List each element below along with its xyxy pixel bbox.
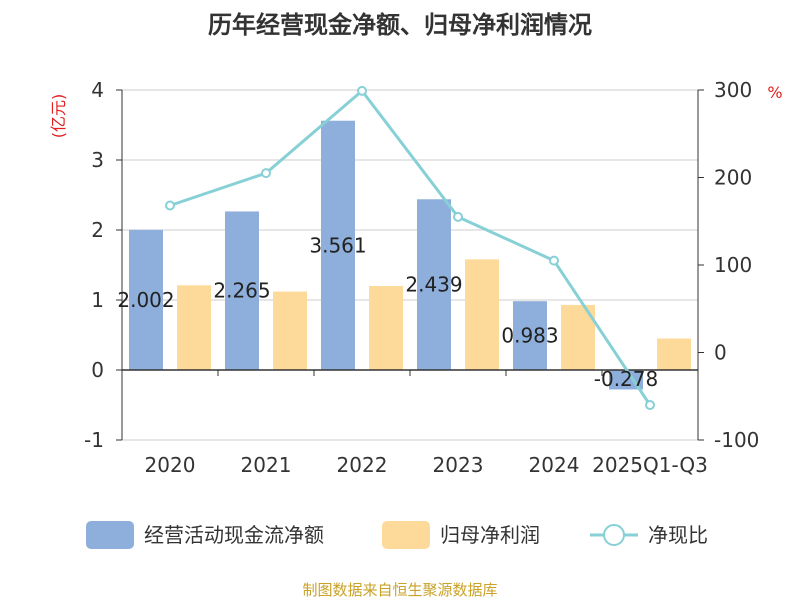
left-tick-label: 0 xyxy=(91,358,104,382)
net-profit-bar xyxy=(465,259,499,370)
grid-lines xyxy=(122,89,698,441)
net-profit-bar xyxy=(369,286,403,370)
x-tick-label: 2022 xyxy=(337,453,388,477)
data-labels: 2.002 2.265 3.561 2.439 0.983 -0.278 xyxy=(117,233,658,391)
x-tick-label: 2023 xyxy=(433,453,484,477)
legend-label: 净现比 xyxy=(648,523,708,547)
left-tick-label: 2 xyxy=(91,218,104,242)
left-tick-label: 4 xyxy=(91,78,104,102)
data-label: 2.265 xyxy=(213,279,270,303)
net-cash-ratio-point xyxy=(357,85,367,96)
chart-title: 历年经营现金净额、归母净利润情况 xyxy=(208,11,592,39)
net-cash-ratio-point xyxy=(261,168,271,179)
right-tick-label: -100 xyxy=(714,428,759,452)
data-label: 0.983 xyxy=(501,324,558,348)
legend-label: 经营活动现金流净额 xyxy=(144,523,324,547)
cash-flow-bar xyxy=(129,229,163,370)
net-cash-ratio-point xyxy=(645,400,655,410)
left-tick-label: 1 xyxy=(91,288,104,312)
net-profit-bar xyxy=(273,291,307,370)
x-tick-label: 2025Q1-Q3 xyxy=(592,453,708,477)
right-tick-label: 300 xyxy=(714,78,752,102)
line-series xyxy=(165,85,655,410)
legend-swatch xyxy=(86,521,134,549)
right-tick-label: 0 xyxy=(714,341,727,365)
left-tick-label: 3 xyxy=(91,148,104,172)
legend-swatch xyxy=(382,521,430,549)
legend-swatch-marker xyxy=(603,524,625,546)
net-cash-ratio-point xyxy=(453,211,463,222)
data-source: 制图数据来自恒生聚源数据库 xyxy=(302,581,497,599)
right-tick-label: 200 xyxy=(714,166,752,190)
net-cash-ratio-point xyxy=(165,200,175,211)
x-tick-label: 2021 xyxy=(241,453,292,477)
left-tick-label: -1 xyxy=(84,428,104,452)
x-tick-label: 2024 xyxy=(529,453,580,477)
cash-flow-bar xyxy=(321,120,355,370)
data-label: 3.561 xyxy=(309,233,366,257)
x-tick-label: 2020 xyxy=(145,453,196,477)
net-profit-bar xyxy=(657,338,691,370)
bar-series xyxy=(129,120,691,390)
cash-flow-bar xyxy=(417,199,451,370)
cash-flow-bar xyxy=(225,211,259,370)
cash-flow-bar xyxy=(609,370,643,390)
legend: 经营活动现金流净额 归母净利润 净现比 xyxy=(86,521,708,549)
net-cash-ratio-line xyxy=(169,88,652,406)
axes xyxy=(116,89,704,441)
cash-flow-bar xyxy=(513,301,547,370)
data-label: -0.278 xyxy=(594,367,658,391)
tick-labels: -1 0 1 2 3 4 -100 0 100 200 300 2020 2021 2022 2023 202… xyxy=(84,78,759,477)
data-label: 2.002 xyxy=(117,288,174,312)
net-profit-bar xyxy=(177,285,211,370)
legend-label: 归母净利润 xyxy=(440,523,540,547)
right-axis-unit: % xyxy=(767,83,782,102)
left-axis-unit: (亿元) xyxy=(49,94,68,139)
right-tick-label: 100 xyxy=(714,253,752,277)
data-label: 2.439 xyxy=(405,273,462,297)
net-cash-ratio-point xyxy=(549,255,559,266)
